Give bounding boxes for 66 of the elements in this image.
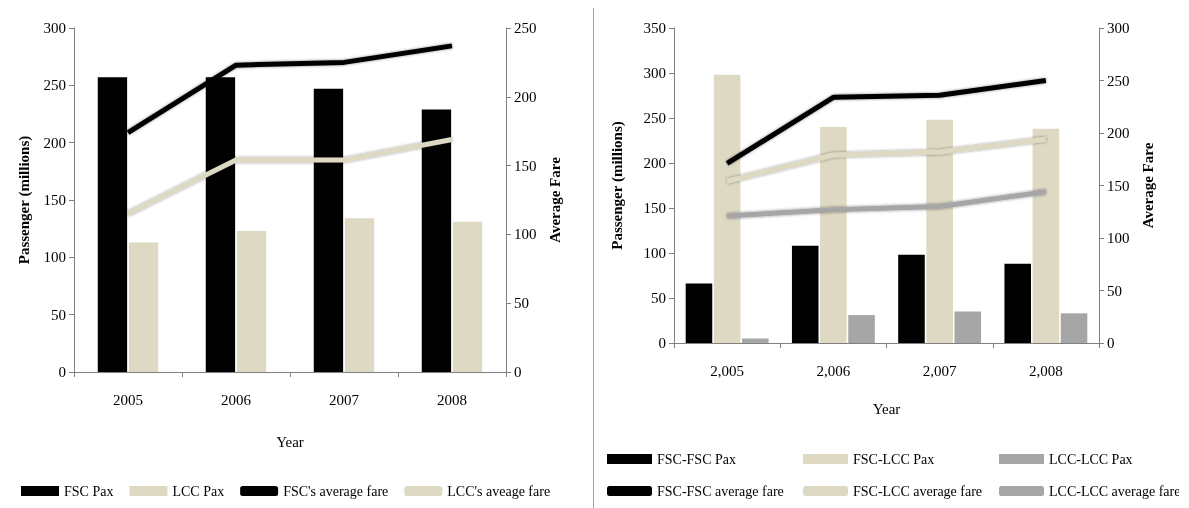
bar <box>848 315 875 343</box>
y-axis-title: Passenger (millions) <box>15 135 33 265</box>
y2-tick-label: 250 <box>514 20 537 36</box>
y-tick-label: 350 <box>643 20 666 36</box>
y-tick-label: 50 <box>51 306 66 323</box>
x-tick-label: 2,007 <box>922 362 957 379</box>
y2-tick-label: 100 <box>514 226 537 243</box>
y2-tick-label: 150 <box>1107 177 1130 194</box>
legend-label: FSC-LCC average fare <box>853 483 983 499</box>
x-tick-label: 2,005 <box>710 362 744 379</box>
y-tick-label: 50 <box>651 290 666 306</box>
y-tick-label: 0 <box>658 335 666 351</box>
y-axis-title: Passenger (millions) <box>608 121 626 250</box>
y2-tick-label: 250 <box>1107 72 1130 89</box>
y2-tick-label: 50 <box>514 295 529 312</box>
y2-tick-label: 0 <box>1107 335 1115 351</box>
bar <box>1060 313 1088 343</box>
y-tick-label: 150 <box>643 200 666 216</box>
x-tick-label: 2008 <box>437 391 467 408</box>
y-tick-label: 100 <box>643 245 666 261</box>
bar <box>791 245 819 343</box>
bar <box>685 283 713 343</box>
bar <box>954 311 982 343</box>
y-tick-label: 300 <box>643 65 666 81</box>
legend-label: LCC-LCC Pax <box>1049 451 1133 467</box>
y2-tick-label: 300 <box>1107 20 1130 36</box>
bar <box>898 254 925 343</box>
y2-axis-title: Average Fare <box>546 156 563 243</box>
bar <box>236 230 267 372</box>
legend-label: LCC's aveage fare <box>447 483 551 499</box>
bar <box>344 218 375 372</box>
bar <box>742 338 769 343</box>
y-tick-label: 250 <box>643 110 666 126</box>
x-tick-label: 2006 <box>221 391 252 408</box>
legend-label: FSC-FSC Pax <box>657 451 736 467</box>
y2-tick-label: 200 <box>514 88 537 105</box>
legend-label: LCC-LCC average fare <box>1049 483 1181 499</box>
y-tick-label: 100 <box>43 249 66 266</box>
y2-tick-label: 200 <box>1107 125 1130 141</box>
x-axis-title: Year <box>276 433 304 450</box>
legend-label: FSC Pax <box>64 483 114 499</box>
bar <box>1004 263 1031 343</box>
x-tick-label: 2005 <box>113 391 143 408</box>
y2-tick-label: 0 <box>514 364 522 380</box>
y-tick-label: 150 <box>43 192 66 208</box>
bar <box>313 88 344 372</box>
bar <box>452 221 483 372</box>
y2-tick-label: 150 <box>514 157 537 174</box>
x-tick-label: 2,006 <box>816 362 851 379</box>
x-tick-label: 2,008 <box>1029 362 1063 379</box>
x-tick-label: 2007 <box>329 391 360 408</box>
legend-label: FSC-LCC Pax <box>853 451 935 467</box>
y2-tick-label: 100 <box>1107 230 1130 246</box>
y-tick-label: 300 <box>43 20 66 36</box>
y2-axis-title: Average Fare <box>1139 142 1156 229</box>
legend-label: FSC-FSC average fare <box>657 483 784 499</box>
y2-tick-label: 50 <box>1107 282 1122 299</box>
legend-label: FSC's average fare <box>283 483 389 499</box>
bar <box>128 242 159 372</box>
y-tick-label: 250 <box>43 77 66 94</box>
y-tick-label: 200 <box>643 155 666 171</box>
y-tick-label: 200 <box>43 134 66 151</box>
bar <box>421 109 452 372</box>
x-axis-title: Year <box>872 400 901 417</box>
legend-label: LCC Pax <box>172 483 225 499</box>
y-tick-label: 0 <box>58 364 66 380</box>
